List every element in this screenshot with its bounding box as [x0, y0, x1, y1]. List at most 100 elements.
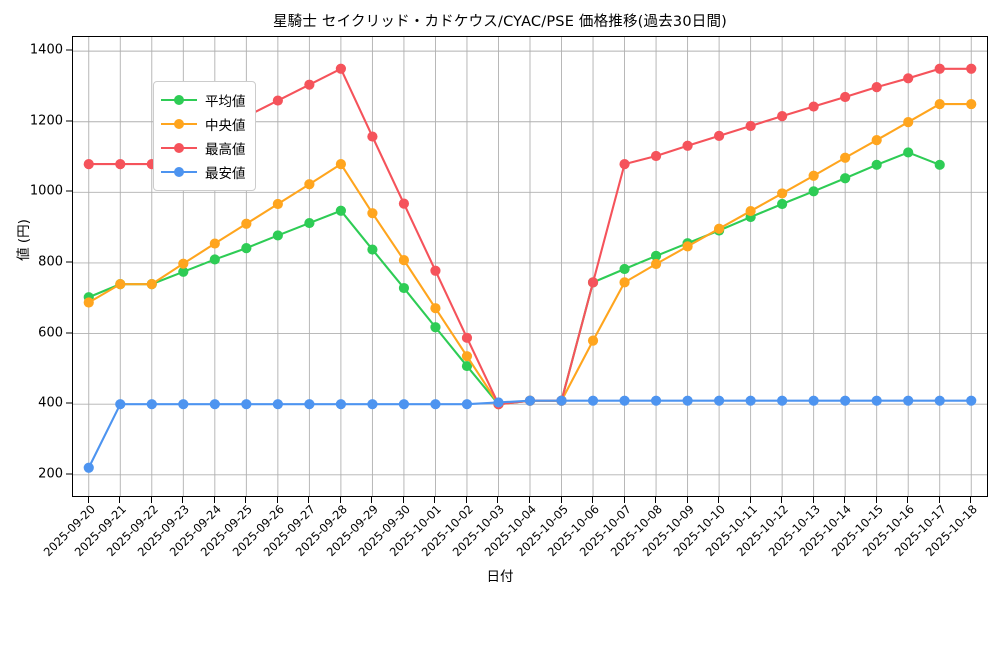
data-point — [934, 159, 945, 170]
x-tick-mark — [623, 497, 625, 503]
data-point — [304, 217, 315, 229]
x-tick-mark — [529, 497, 530, 503]
data-point — [430, 322, 441, 333]
data-point — [777, 395, 788, 406]
data-point — [146, 399, 157, 410]
data-point — [840, 152, 851, 163]
data-point — [650, 395, 662, 406]
data-point — [619, 277, 630, 288]
data-point — [682, 395, 693, 406]
data-point — [83, 297, 94, 308]
data-point — [367, 208, 378, 219]
y-tick-label: 800 — [38, 254, 63, 270]
series-layer — [83, 63, 977, 473]
data-point — [367, 131, 378, 142]
data-point — [83, 462, 94, 473]
data-point — [461, 332, 473, 343]
data-point — [714, 395, 725, 406]
legend-item: 中央値 — [161, 112, 246, 136]
data-point — [304, 179, 315, 190]
data-point — [241, 218, 252, 229]
data-point — [903, 116, 914, 128]
data-point — [524, 395, 536, 406]
data-point — [871, 159, 882, 170]
x-tick-mark — [213, 497, 215, 503]
x-tick-mark — [245, 497, 247, 503]
y-tick-mark — [66, 473, 72, 475]
data-point — [808, 395, 819, 406]
x-tick-mark — [402, 497, 404, 503]
data-point — [461, 351, 473, 362]
y-tick-mark — [66, 261, 72, 263]
data-point — [587, 335, 599, 346]
legend-label: 平均値 — [205, 94, 246, 110]
y-tick-mark — [66, 120, 72, 122]
x-tick-mark — [718, 497, 720, 503]
legend-swatch-icon — [161, 165, 197, 179]
x-tick-mark — [119, 497, 121, 503]
data-point — [871, 82, 882, 93]
x-tick-mark — [749, 497, 751, 503]
data-point — [272, 399, 283, 410]
data-point — [304, 79, 315, 90]
data-point — [650, 258, 662, 270]
data-point — [682, 241, 693, 252]
x-tick-mark — [938, 497, 940, 503]
legend-label: 最安値 — [205, 166, 246, 182]
data-point — [335, 399, 346, 410]
data-point — [335, 205, 346, 216]
data-point — [335, 159, 346, 170]
data-point — [840, 91, 851, 103]
data-point — [461, 399, 473, 410]
data-point — [840, 395, 851, 406]
x-tick-mark — [497, 497, 499, 503]
legend-label: 中央値 — [205, 118, 246, 134]
data-point — [146, 279, 157, 290]
x-tick-mark — [592, 497, 594, 503]
data-point — [335, 63, 346, 74]
chart-legend: 平均値中央値最高値最安値 — [153, 81, 256, 191]
x-tick-mark — [150, 497, 152, 503]
data-point — [777, 110, 788, 122]
data-point — [241, 399, 252, 410]
data-point — [903, 73, 914, 84]
data-point — [934, 395, 945, 406]
x-tick-mark — [434, 497, 436, 503]
data-point — [587, 277, 599, 288]
data-point — [178, 258, 189, 269]
data-point — [966, 63, 977, 74]
y-tick-label: 400 — [38, 395, 63, 411]
data-point — [430, 265, 441, 276]
data-point — [777, 188, 788, 199]
data-point — [272, 95, 283, 106]
legend-item: 平均値 — [161, 88, 246, 112]
data-point — [966, 98, 977, 110]
x-tick-mark — [844, 497, 846, 503]
legend-dot — [174, 119, 184, 129]
legend-dot — [174, 167, 184, 177]
data-point — [430, 399, 441, 410]
data-point — [272, 198, 283, 210]
x-tick-mark — [875, 497, 877, 503]
data-point — [714, 223, 725, 234]
legend-swatch-icon — [161, 117, 197, 131]
data-point — [619, 159, 630, 170]
chart-title: 星騎士 セイクリッド・カドケウス/CYAC/PSE 価格推移(過去30日間) — [272, 14, 728, 30]
y-tick-mark — [66, 402, 72, 404]
legend-label: 最高値 — [205, 142, 246, 158]
data-point — [903, 147, 914, 158]
x-tick-mark — [276, 497, 278, 503]
y-tick-label: 1400 — [29, 42, 63, 58]
data-point — [871, 395, 882, 406]
data-point — [682, 140, 693, 151]
data-point — [398, 255, 410, 266]
x-tick-mark — [339, 497, 341, 503]
data-point — [115, 399, 126, 410]
data-point — [871, 134, 882, 146]
data-point — [745, 205, 756, 217]
x-tick-mark — [371, 497, 373, 503]
x-tick-mark — [308, 497, 310, 503]
data-point — [209, 254, 220, 265]
legend-item: 最高値 — [161, 136, 246, 160]
legend-dot — [174, 95, 184, 105]
